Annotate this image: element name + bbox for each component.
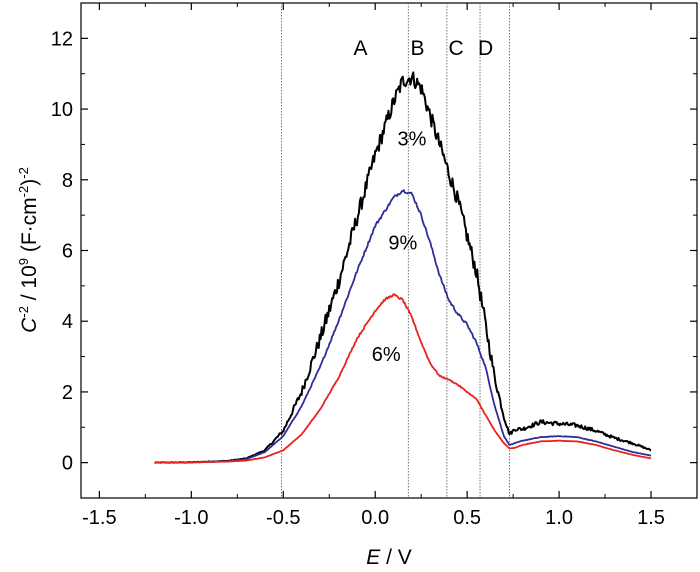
x-tick-label: -1.0 — [174, 507, 208, 529]
y-tick-label: 6 — [62, 241, 73, 263]
series-label-6pct: 6% — [372, 344, 401, 366]
series-lines — [154, 71, 652, 464]
series-label-3pct: 3% — [398, 128, 427, 150]
chart-labels: -1.5 -1.0 -0.5 0.0 0.5 1.0 1.5 0 2 4 6 8 10 12 A B C D 3% 9… — [51, 28, 665, 529]
y-tick-label: 10 — [51, 99, 73, 121]
x-tick-label: -1.5 — [82, 507, 116, 529]
x-tick-label: 0.0 — [361, 507, 389, 529]
series-line-9pct — [154, 189, 652, 464]
y-tick-label: 2 — [62, 382, 73, 404]
y-tick-label: 0 — [62, 453, 73, 475]
region-divider-lines — [281, 3, 510, 498]
region-label-a: A — [353, 37, 367, 60]
y-tick-label: 8 — [62, 170, 73, 192]
region-label-b: B — [410, 37, 424, 60]
y-tick-label: 4 — [62, 311, 73, 333]
y-axis-title: C-2 / 109 (F·cm-2)-2 — [16, 167, 41, 333]
x-tick-label: -0.5 — [266, 507, 300, 529]
region-label-d: D — [478, 37, 493, 60]
x-tick-label: 1.5 — [637, 507, 665, 529]
x-tick-label: 0.5 — [453, 507, 481, 529]
series-label-9pct: 9% — [388, 233, 417, 255]
y-tick-label: 12 — [51, 28, 73, 50]
x-axis-title: E / V — [366, 546, 412, 569]
x-tick-label: 1.0 — [545, 507, 573, 529]
axis-ticks — [81, 3, 697, 498]
series-line-6pct — [154, 293, 652, 464]
region-label-c: C — [449, 37, 464, 60]
